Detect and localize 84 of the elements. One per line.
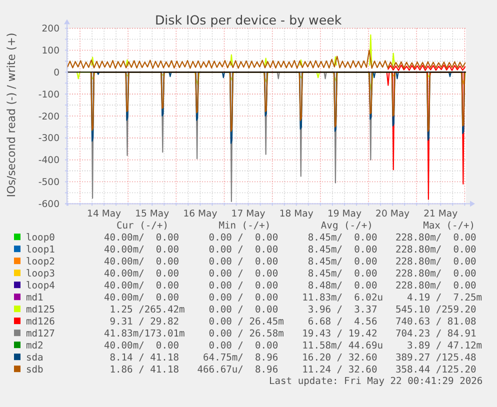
text: 8.45m/ 0.00 xyxy=(308,244,378,256)
x-tick-label: 17 May xyxy=(231,208,266,220)
text: 6.68 / 4.56 xyxy=(308,316,378,328)
text: 3.96 / 3.37 xyxy=(308,304,378,316)
legend-label: loop4 xyxy=(26,280,56,292)
text: 228.80m/ 0.00 xyxy=(395,280,477,292)
y-tick-label: -300 xyxy=(38,133,60,144)
text: 545.10 /259.20 xyxy=(395,304,477,316)
y-tick-label: 200 xyxy=(42,24,60,35)
text: 0.00 / 0.00 xyxy=(208,268,278,280)
text: 40.00m/ 0.00 xyxy=(104,244,180,256)
x-tick-label: 18 May xyxy=(279,208,314,220)
text: 4.19 / 7.25m xyxy=(407,292,482,304)
text: 8.45m/ 0.00 xyxy=(308,232,378,244)
y-tick-label: 100 xyxy=(42,45,60,56)
text: 8.45m/ 0.00 xyxy=(308,256,378,268)
x-tick-label: 20 May xyxy=(376,208,410,220)
text: 16.20 / 32.60 xyxy=(302,352,378,364)
chart-title: Disk IOs per device - by week xyxy=(154,12,342,28)
text: 3.89 / 47.12m xyxy=(407,340,482,352)
text: Max (-/+) xyxy=(423,220,476,232)
text: 8.14 / 41.18 xyxy=(110,352,180,364)
text: 40.00m/ 0.00 xyxy=(104,292,180,304)
text: Last update: Fri May 22 00:41:29 2026 xyxy=(268,376,483,388)
y-tick-label: -400 xyxy=(38,155,60,166)
text: 228.80m/ 0.00 xyxy=(395,244,477,256)
y-tick-label: -500 xyxy=(38,177,60,188)
legend-label: md127 xyxy=(26,328,56,340)
text: 40.00m/ 0.00 xyxy=(104,280,180,292)
text: 0.00 / 26.58m xyxy=(208,328,284,340)
legend-label: loop0 xyxy=(26,232,56,244)
legend-label: loop3 xyxy=(26,268,56,280)
legend-label: md126 xyxy=(26,316,56,328)
text: Min (-/+) xyxy=(218,220,271,232)
text: 228.80m/ 0.00 xyxy=(395,268,477,280)
text: 9.31 / 29.82 xyxy=(110,316,180,328)
y-tick-label: -100 xyxy=(38,89,60,100)
text: 0.00 / 0.00 xyxy=(208,256,278,268)
text: 0.00 / 0.00 xyxy=(208,280,278,292)
text: 466.67u/ 8.96 xyxy=(197,364,278,376)
y-axis-title: IOs/second read (-) / write (+) xyxy=(5,32,18,198)
text: 19.43 / 19.42 xyxy=(302,328,378,340)
y-tick-label: -200 xyxy=(38,111,60,122)
text: Avg (-/+) xyxy=(320,220,373,232)
text: 40.00m/ 0.00 xyxy=(104,256,180,268)
legend-label: md1 xyxy=(26,292,44,304)
legend-label: md125 xyxy=(26,304,55,316)
text: 0.00 / 26.45m xyxy=(208,316,284,328)
text: 740.63 / 81.08 xyxy=(395,316,477,328)
text: 389.27 /125.48 xyxy=(395,352,477,364)
text: 64.75m/ 8.96 xyxy=(203,352,278,364)
text: 358.44 /125.20 xyxy=(395,364,477,376)
text: 0.00 / 0.00 xyxy=(208,292,278,304)
text: 228.80m/ 0.00 xyxy=(395,256,477,268)
text: 11.58m/ 44.69u xyxy=(302,340,384,352)
x-tick-label: 19 May xyxy=(327,208,362,220)
text: 11.83m/ 6.02u xyxy=(302,292,384,304)
text: Cur (-/+) xyxy=(116,220,168,232)
x-tick-label: 16 May xyxy=(183,208,218,220)
legend-label: loop1 xyxy=(26,244,56,256)
text: 11.24 / 32.60 xyxy=(302,364,378,376)
y-tick-label: 0 xyxy=(54,67,60,78)
x-tick-label: 14 May xyxy=(87,208,122,220)
text: 1.86 / 41.18 xyxy=(110,364,180,376)
x-tick-label: 21 May xyxy=(424,208,458,220)
text: 0.00 / 0.00 xyxy=(208,304,278,316)
text: 8.48m/ 0.00 xyxy=(308,280,378,292)
text: 41.83m/173.01m xyxy=(104,328,186,340)
y-tick-label: -600 xyxy=(38,198,60,210)
text: 40.00m/ 0.00 xyxy=(104,268,180,280)
text: 1.25 /265.42m xyxy=(110,304,186,316)
legend-label: md2 xyxy=(26,340,44,352)
text: 228.80m/ 0.00 xyxy=(395,232,477,244)
legend-label: loop2 xyxy=(26,256,55,268)
x-tick-label: 15 May xyxy=(135,208,170,220)
text: 8.45m/ 0.00 xyxy=(308,268,378,280)
text: 0.00 / 0.00 xyxy=(208,340,278,352)
text: 0.00 / 0.00 xyxy=(208,232,278,244)
text: 40.00m/ 0.00 xyxy=(104,340,180,352)
legend-label: sdb xyxy=(26,364,44,376)
legend-label: sda xyxy=(26,352,44,364)
text: 0.00 / 0.00 xyxy=(208,244,278,256)
text: 40.00m/ 0.00 xyxy=(104,232,180,244)
text: 704.23 / 84.91 xyxy=(395,328,477,340)
